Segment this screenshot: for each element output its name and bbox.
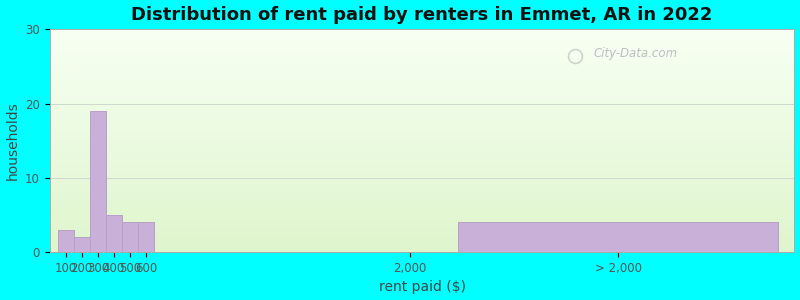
- Bar: [50, 167, 794, 170]
- Bar: [50, 92, 794, 96]
- Bar: [50, 170, 794, 174]
- Bar: [50, 237, 794, 241]
- Bar: [50, 204, 794, 208]
- Bar: [50, 107, 794, 111]
- Bar: [50, 70, 794, 74]
- Bar: [138, 222, 154, 252]
- Bar: [50, 230, 794, 234]
- Bar: [74, 237, 90, 252]
- Bar: [50, 222, 794, 226]
- Bar: [50, 245, 794, 248]
- Bar: [50, 248, 794, 252]
- Bar: [50, 89, 794, 92]
- Bar: [50, 96, 794, 100]
- Bar: [50, 163, 794, 167]
- Bar: [50, 152, 794, 156]
- Bar: [50, 52, 794, 55]
- Bar: [50, 215, 794, 219]
- Bar: [50, 174, 794, 178]
- Bar: [50, 226, 794, 230]
- Bar: [50, 59, 794, 63]
- Bar: [50, 156, 794, 159]
- Bar: [90, 111, 106, 252]
- Y-axis label: households: households: [6, 101, 19, 180]
- Bar: [50, 182, 794, 185]
- Bar: [122, 222, 138, 252]
- Bar: [50, 81, 794, 85]
- Bar: [50, 122, 794, 126]
- Text: City-Data.com: City-Data.com: [594, 47, 678, 60]
- Bar: [50, 115, 794, 119]
- Bar: [458, 222, 778, 252]
- Bar: [50, 185, 794, 189]
- Bar: [50, 66, 794, 70]
- Bar: [50, 85, 794, 89]
- Bar: [50, 211, 794, 215]
- Bar: [50, 103, 794, 107]
- Bar: [50, 78, 794, 81]
- Bar: [50, 126, 794, 130]
- Bar: [50, 137, 794, 141]
- Bar: [50, 63, 794, 66]
- X-axis label: rent paid ($): rent paid ($): [378, 280, 466, 294]
- Bar: [50, 37, 794, 41]
- Bar: [50, 33, 794, 37]
- Title: Distribution of rent paid by renters in Emmet, AR in 2022: Distribution of rent paid by renters in …: [131, 6, 713, 24]
- Bar: [50, 178, 794, 181]
- Bar: [50, 219, 794, 222]
- Bar: [50, 74, 794, 78]
- Bar: [50, 148, 794, 152]
- Bar: [50, 40, 794, 44]
- Bar: [50, 48, 794, 52]
- Bar: [50, 234, 794, 237]
- Bar: [50, 44, 794, 48]
- Bar: [50, 130, 794, 133]
- Bar: [50, 55, 794, 59]
- Bar: [50, 208, 794, 211]
- Bar: [50, 111, 794, 115]
- Bar: [50, 159, 794, 163]
- Bar: [50, 144, 794, 148]
- Bar: [50, 193, 794, 196]
- Bar: [50, 118, 794, 122]
- Bar: [50, 241, 794, 245]
- Bar: [50, 100, 794, 103]
- Bar: [50, 200, 794, 204]
- Bar: [50, 133, 794, 137]
- Bar: [50, 189, 794, 193]
- Bar: [50, 141, 794, 144]
- Bar: [50, 196, 794, 200]
- Bar: [106, 215, 122, 252]
- Bar: [50, 29, 794, 33]
- Bar: [58, 230, 74, 252]
